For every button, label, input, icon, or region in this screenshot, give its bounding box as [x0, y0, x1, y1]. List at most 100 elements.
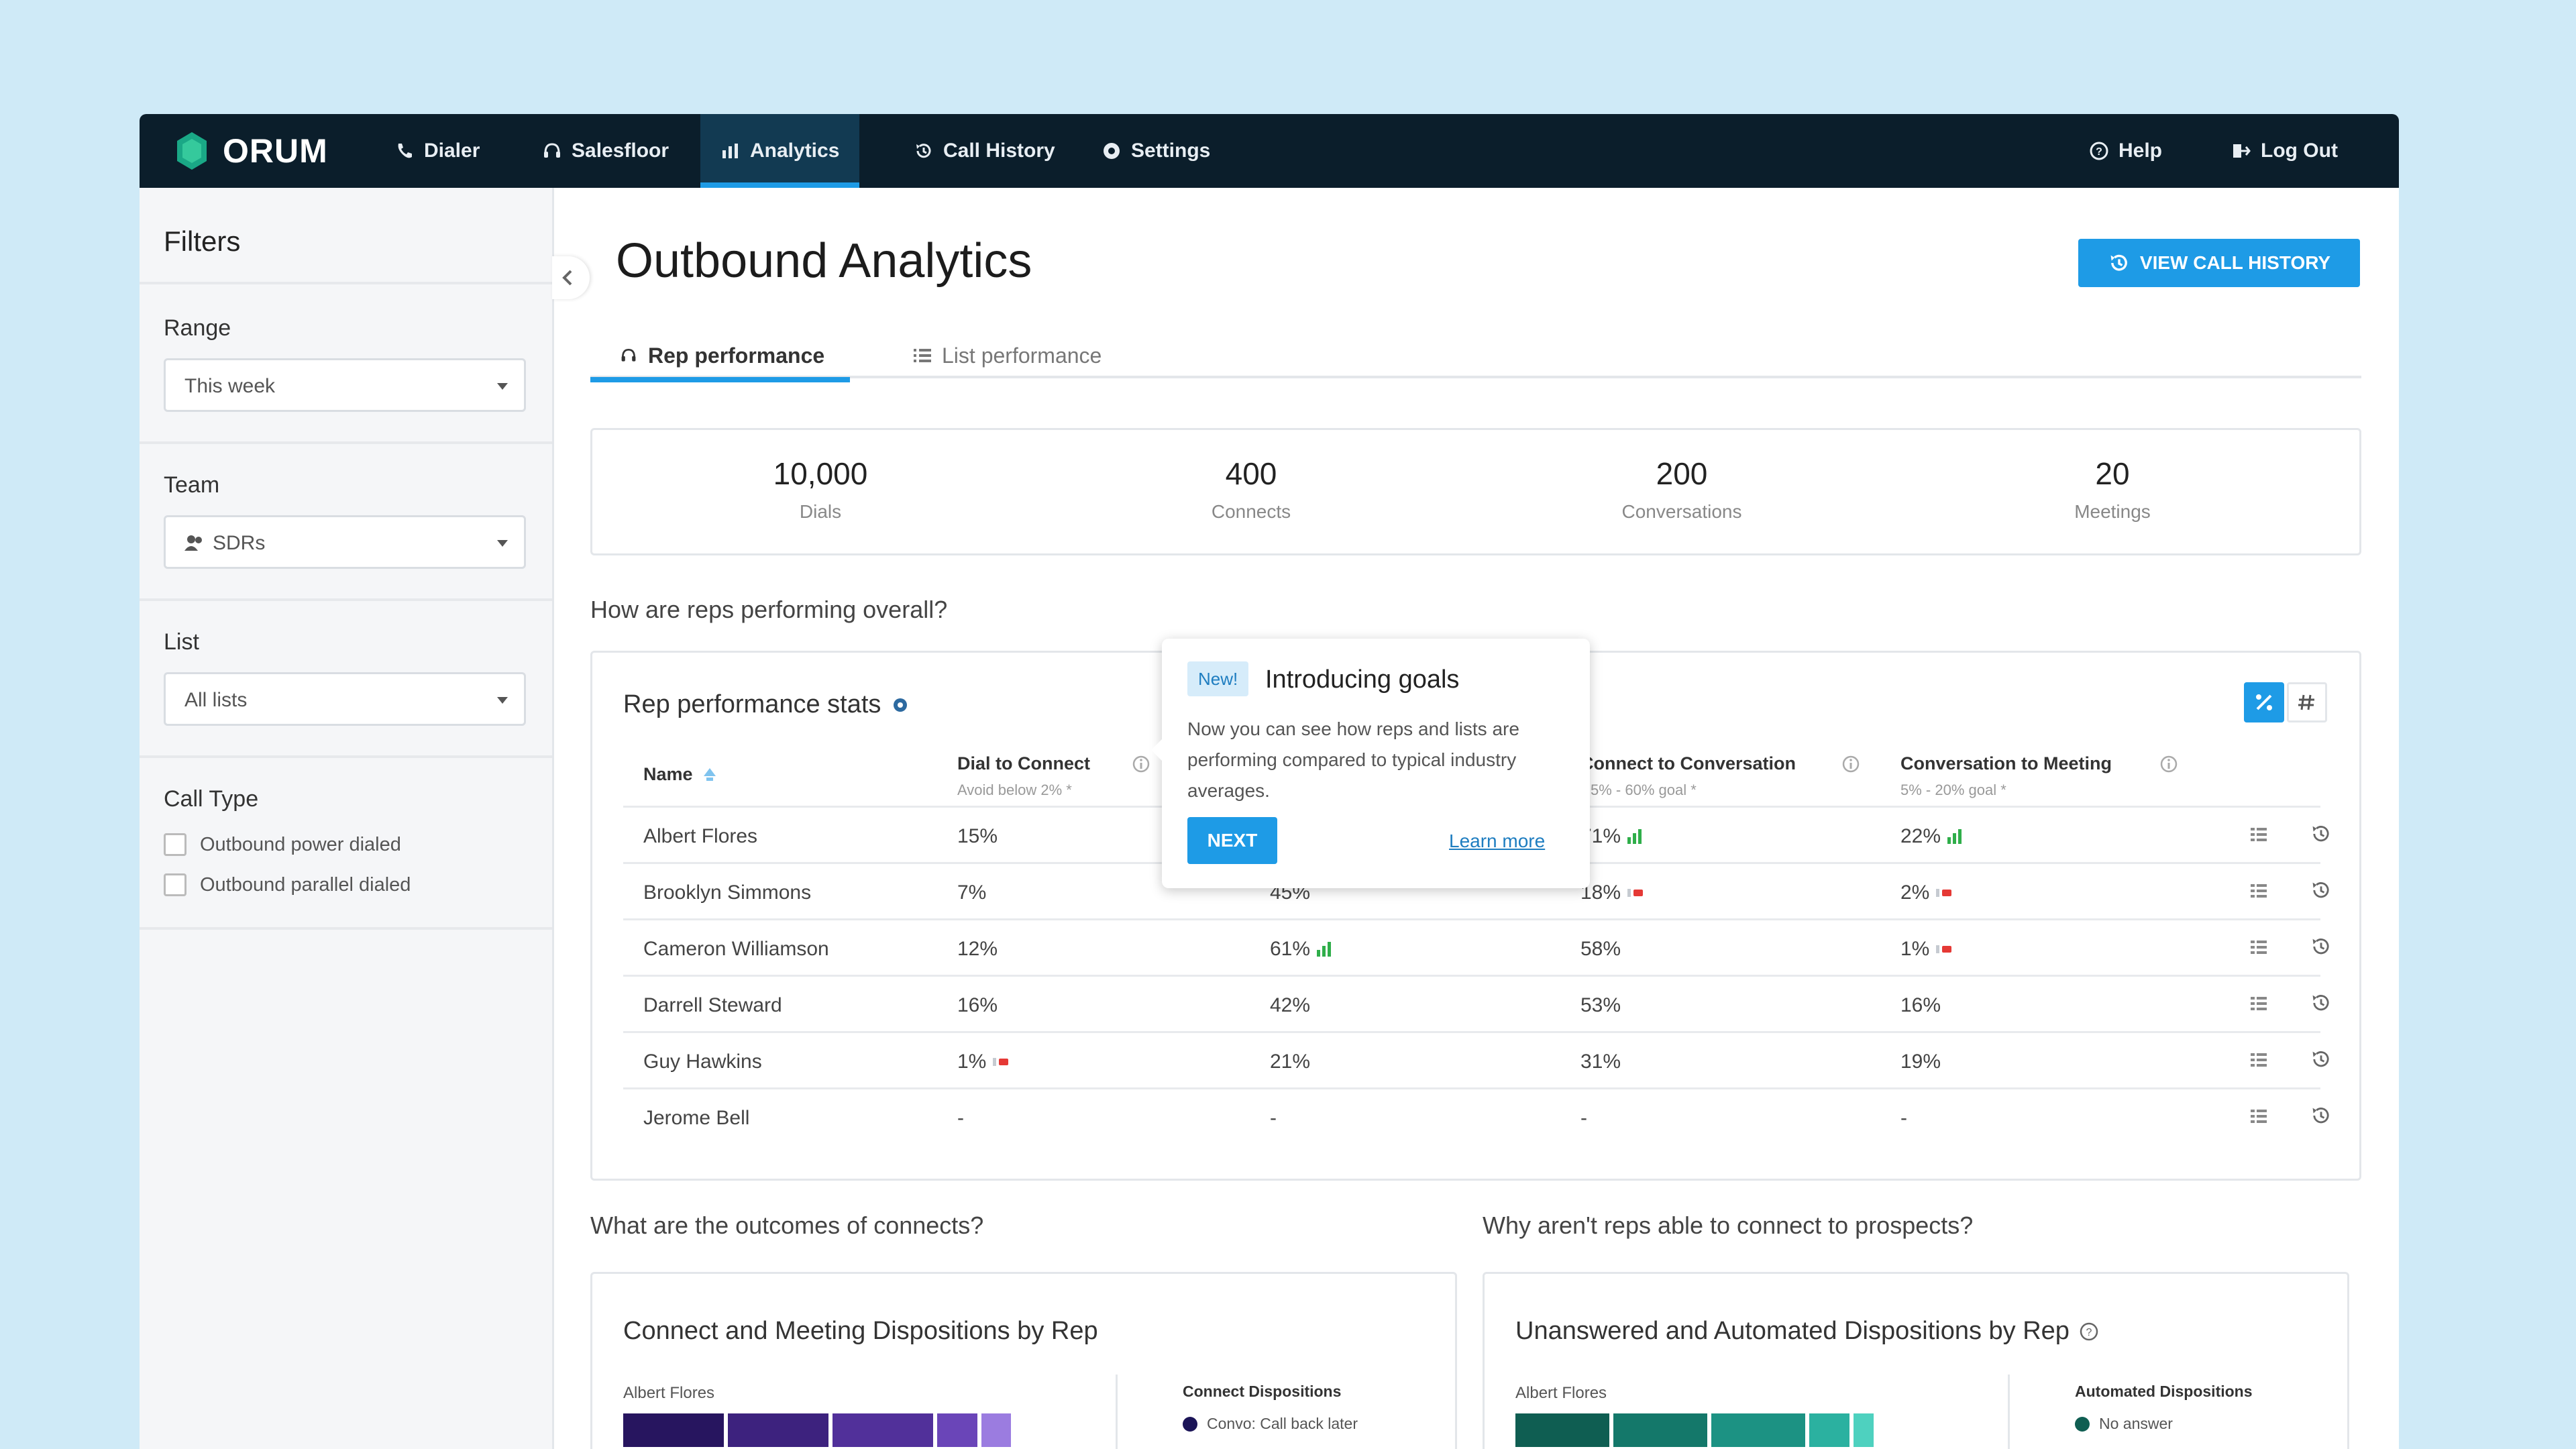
list-view-icon[interactable] — [2248, 824, 2269, 849]
bar-segment[interactable] — [981, 1413, 1011, 1447]
column-header-name[interactable]: Name — [643, 764, 717, 785]
learn-more-link[interactable]: Learn more — [1449, 830, 1546, 851]
history-icon[interactable] — [2310, 879, 2332, 905]
introducing-goals-popover: New! Introducing goals Now you can see h… — [1151, 639, 1590, 888]
count-view-toggle[interactable] — [2287, 682, 2327, 722]
tab-bar: Rep performance List performance — [590, 335, 2361, 382]
list-select[interactable]: All lists — [164, 672, 526, 726]
metric-cell: 61% — [1270, 938, 1332, 961]
view-call-history-button[interactable]: VIEW CALL HISTORY — [2078, 239, 2360, 287]
nav-dialer-label: Dialer — [424, 140, 480, 162]
metric-cell: 18% — [1580, 881, 1644, 904]
metric-cell: 42% — [1270, 994, 1310, 1017]
metric-value: 19% — [1900, 1051, 1941, 1073]
collapse-sidebar-button[interactable] — [552, 256, 590, 299]
brand-logo[interactable]: ORUM — [174, 129, 328, 173]
team-select[interactable]: SDRs — [164, 515, 526, 569]
svg-text:?: ? — [2096, 146, 2102, 158]
table-row[interactable]: Cameron Williamson 12% 61% 58% 1% — [623, 918, 2329, 977]
nav-settings[interactable]: Settings — [1081, 114, 1230, 188]
metric-value: - — [957, 1107, 964, 1129]
divider — [140, 441, 552, 444]
info-icon[interactable] — [1841, 755, 1860, 773]
table-row[interactable]: Jerome Bell - - - - — [623, 1087, 2329, 1146]
stat-conversations: 200 Conversations — [1548, 455, 1816, 523]
bar-segment[interactable] — [728, 1413, 828, 1447]
metric-cell: 58% — [1580, 938, 1621, 961]
below-goal-icon — [1936, 945, 1952, 953]
list-view-icon[interactable] — [2248, 1049, 2269, 1074]
range-select[interactable]: This week — [164, 358, 526, 412]
column-header-dial-to-connect[interactable]: Dial to Connect — [957, 753, 1091, 773]
table-row[interactable]: Guy Hawkins 1% 21% 31% 19% — [623, 1031, 2329, 1089]
table-row[interactable]: Darrell Steward 16% 42% 53% 16% — [623, 975, 2329, 1033]
divider — [140, 282, 552, 284]
checkbox-box[interactable] — [164, 873, 186, 896]
nav-analytics[interactable]: Analytics — [700, 114, 860, 188]
history-icon[interactable] — [2310, 991, 2332, 1018]
sort-ascending-icon — [703, 767, 716, 781]
checkbox-box[interactable] — [164, 833, 186, 856]
metric-value: 16% — [957, 994, 998, 1016]
bar-segment[interactable] — [1711, 1413, 1805, 1447]
column-header-conversation-to-meeting[interactable]: Conversation to Meeting — [1900, 753, 2112, 773]
nav-help[interactable]: ? Help — [2089, 114, 2162, 188]
column-header-connect-to-conversation[interactable]: Connect to Conversation — [1580, 753, 1796, 773]
bar-segment[interactable] — [937, 1413, 977, 1447]
bar-segment[interactable] — [1809, 1413, 1849, 1447]
nav-call-history[interactable]: Call History — [894, 114, 1075, 188]
legend-item[interactable]: Convo: Call back later — [1183, 1415, 1358, 1433]
nav-salesfloor[interactable]: Salesfloor — [522, 114, 689, 188]
checkbox-outbound-parallel[interactable]: Outbound parallel dialed — [164, 873, 411, 896]
list-view-icon[interactable] — [2248, 936, 2269, 961]
checkbox-outbound-power[interactable]: Outbound power dialed — [164, 833, 401, 856]
tab-rep-performance[interactable]: Rep performance — [590, 335, 851, 382]
popover-text: Now you can see how reps and lists are p… — [1187, 718, 1519, 801]
list-view-icon[interactable] — [2248, 880, 2269, 905]
bar-segment[interactable] — [1854, 1413, 1874, 1447]
stat-label: Dials — [799, 501, 842, 522]
nav-dialer[interactable]: Dialer — [374, 114, 500, 188]
history-icon[interactable] — [2310, 1104, 2332, 1130]
bar-segment[interactable] — [1613, 1413, 1707, 1447]
divider — [2008, 1375, 2010, 1449]
legend-label: No answer — [2099, 1415, 2173, 1432]
nav-salesfloor-label: Salesfloor — [572, 140, 669, 162]
settings-icon[interactable] — [892, 696, 909, 714]
info-icon[interactable] — [1132, 755, 1150, 773]
metric-cell: 21% — [1270, 1051, 1310, 1073]
list-value: All lists — [184, 689, 248, 711]
info-icon[interactable] — [2159, 755, 2178, 773]
list-view-icon[interactable] — [2248, 993, 2269, 1018]
section-question-why: Why aren't reps able to connect to prosp… — [1483, 1212, 1974, 1239]
history-icon[interactable] — [2310, 935, 2332, 961]
metric-value: 53% — [1580, 994, 1621, 1016]
nav-logout[interactable]: Log Out — [2231, 114, 2338, 188]
bar-segment[interactable] — [833, 1413, 933, 1447]
metric-cell: 2% — [1900, 881, 1952, 904]
team-value: SDRs — [213, 532, 266, 554]
metric-cell: 7% — [957, 881, 986, 904]
metric-cell: 16% — [957, 994, 998, 1017]
history-icon[interactable] — [2310, 822, 2332, 849]
page-title: Outbound Analytics — [616, 234, 1032, 288]
help-icon[interactable]: ? — [2079, 1322, 2099, 1342]
history-icon[interactable] — [2310, 1048, 2332, 1074]
nav-logout-label: Log Out — [2261, 140, 2338, 162]
metric-cell: - — [957, 1107, 964, 1130]
history-icon — [916, 144, 931, 158]
stat-connects: 400 Connects — [1117, 455, 1385, 523]
tab-list-performance[interactable]: List performance — [912, 335, 1102, 376]
call-type-label: Call Type — [164, 786, 259, 812]
brand-name: ORUM — [223, 132, 328, 170]
legend-item[interactable]: No answer — [2075, 1415, 2173, 1433]
popover-next-button[interactable]: NEXT — [1187, 817, 1277, 864]
bar-segment[interactable] — [623, 1413, 724, 1447]
below-goal-icon — [1627, 889, 1644, 897]
gear-icon — [1104, 143, 1120, 159]
list-view-icon[interactable] — [2248, 1106, 2269, 1130]
bar-segment[interactable] — [1515, 1413, 1609, 1447]
stat-value: 200 — [1656, 456, 1708, 491]
metric-cell: 16% — [1900, 994, 1941, 1017]
percent-view-toggle[interactable] — [2244, 682, 2284, 722]
